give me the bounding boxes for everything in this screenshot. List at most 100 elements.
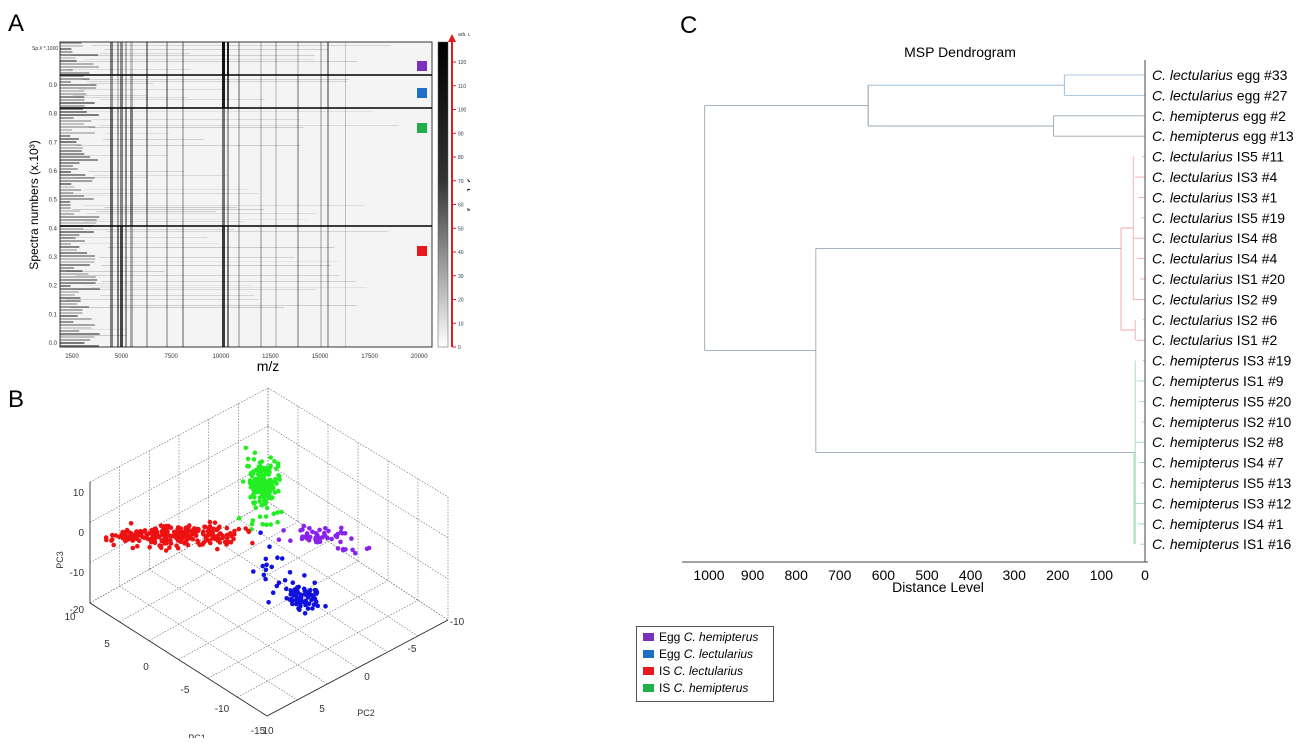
colorbar-tick-label: 80 — [458, 155, 464, 161]
peak-band — [146, 108, 148, 226]
colorbar-tick-label: 100 — [458, 108, 467, 114]
spectrum-row — [72, 289, 316, 290]
pca-point-egg-hemipterus — [304, 531, 310, 536]
low-mass-texture — [60, 93, 87, 95]
pca-point-is-lectularius — [140, 534, 145, 540]
grid-line — [267, 425, 449, 539]
low-mass-texture — [60, 240, 85, 242]
pca-point-egg-lectularius — [305, 595, 311, 600]
grid-line — [89, 425, 269, 523]
pc2-tick-label: 5 — [319, 704, 325, 715]
y-axis-label: Spectra numbers (x.10³) — [27, 140, 41, 269]
spectrum-row — [70, 55, 316, 56]
x-tick-label: 400 — [959, 567, 983, 583]
pca-point-is-hemipterus — [266, 487, 272, 493]
leaf-sample: IS3 #4 — [1233, 169, 1278, 185]
spectrum-row — [79, 89, 224, 90]
legend-swatch — [643, 667, 654, 675]
pca-point-egg-hemipterus — [314, 532, 320, 538]
pca-point-is-hemipterus — [268, 522, 274, 527]
x-tick-label: 100 — [1090, 567, 1114, 583]
pca-point-is-lectularius — [135, 543, 140, 549]
peak-band — [327, 226, 329, 347]
legend-species: C. lectularius — [683, 647, 754, 661]
pca-point-is-lectularius — [167, 545, 172, 550]
pca-point-is-lectularius — [246, 528, 251, 534]
pca-point-is-hemipterus — [249, 521, 255, 527]
pca-point-is-lectularius — [147, 544, 152, 550]
pca-point-egg-hemipterus — [306, 538, 312, 543]
low-mass-texture — [60, 105, 85, 107]
leaf-label: C. hemipterus IS3 #19 — [1152, 353, 1292, 369]
pca-point-egg-lectularius — [289, 590, 294, 596]
pca-point-is-lectularius — [212, 520, 218, 525]
leaf-species: C. hemipterus — [1152, 475, 1239, 491]
leaf-species: C. hemipterus — [1152, 516, 1239, 532]
x-tick-label: 15000 — [312, 354, 329, 360]
low-mass-texture — [60, 129, 73, 131]
leaf-species: C. lectularius — [1152, 312, 1233, 328]
peak-band — [260, 42, 262, 75]
pca-point-is-lectularius — [148, 536, 154, 542]
y-tick-label: 0.9 — [49, 83, 58, 89]
leaf-sample: egg #2 — [1239, 108, 1286, 124]
pca-point-is-hemipterus — [260, 522, 266, 527]
peak-band — [227, 226, 229, 347]
pca-point-is-lectularius — [203, 535, 209, 541]
peak-band — [238, 226, 240, 347]
pca-point-is-lectularius — [176, 533, 182, 538]
spectrum-row — [99, 257, 295, 258]
low-mass-texture — [60, 255, 96, 257]
pca-point-egg-hemipterus — [326, 528, 331, 534]
low-mass-texture — [60, 180, 93, 182]
grid-line — [237, 600, 419, 698]
pca-point-is-lectularius — [167, 537, 173, 543]
colorbar-tick-label: 90 — [458, 131, 464, 137]
pc1-tick-label: -15 — [251, 726, 266, 737]
spectrum-row — [67, 283, 130, 284]
peak-band — [182, 108, 184, 226]
leaf-sample: IS1 #9 — [1239, 373, 1284, 389]
pca-point-egg-lectularius — [308, 588, 313, 593]
pca-point-egg-lectularius — [305, 606, 311, 611]
spectrum-row — [91, 119, 301, 120]
pca-point-is-lectularius — [232, 528, 237, 534]
leaf-species: C. hemipterus — [1152, 536, 1239, 552]
pca-point-egg-hemipterus — [301, 523, 307, 529]
pca-point-egg-hemipterus — [338, 529, 344, 535]
colorbar-arrow — [448, 34, 456, 42]
low-mass-texture — [60, 66, 99, 68]
low-mass-texture — [60, 165, 73, 167]
spectrum-row — [101, 265, 331, 266]
pca-point-is-hemipterus — [275, 519, 280, 525]
peak-band — [182, 75, 184, 108]
peak-band — [260, 226, 262, 347]
peak-band — [146, 75, 148, 108]
pca-point-is-hemipterus — [257, 499, 263, 504]
spectrum-row — [100, 99, 265, 100]
pca-point-egg-lectularius — [295, 598, 301, 604]
spectrum-row — [83, 59, 314, 60]
pca-point-egg-hemipterus — [335, 546, 341, 551]
colorbar-tick-label: 0 — [458, 345, 461, 351]
leaf-label: C. hemipterus IS5 #20 — [1152, 393, 1292, 409]
leaf-label: C. lectularius IS4 #8 — [1152, 230, 1278, 246]
leaf-sample: egg #27 — [1233, 87, 1288, 103]
pca-point-egg-lectularius — [290, 580, 296, 585]
low-mass-texture — [60, 204, 71, 206]
pca-point-egg-hemipterus — [353, 550, 358, 556]
peak-band — [130, 75, 133, 108]
leaf-sample: IS4 #4 — [1233, 251, 1278, 267]
leaf-species: C. hemipterus — [1152, 108, 1239, 124]
pca-point-is-lectularius — [175, 526, 180, 532]
grid-line — [208, 535, 388, 653]
low-mass-texture — [60, 90, 85, 92]
leaf-sample: IS1 #2 — [1233, 332, 1278, 348]
y-tick-label: 0.4 — [49, 226, 58, 232]
spectrum-row — [80, 243, 220, 244]
legend-swatch — [643, 650, 654, 658]
leaf-label: C. lectularius IS5 #11 — [1152, 149, 1284, 165]
y-tick-label: 0.3 — [49, 255, 58, 261]
pca-point-egg-hemipterus — [339, 525, 344, 531]
